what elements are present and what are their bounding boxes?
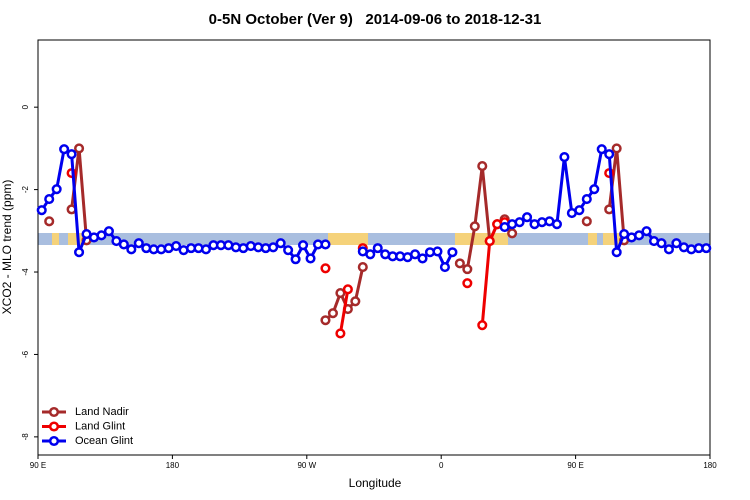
data-point [335,328,346,339]
legend-label: Ocean Glint [75,435,133,447]
data-point [432,246,443,257]
land-band [455,233,508,245]
data-point [447,247,458,258]
x-tick-label: 180 [703,461,717,470]
data-point [551,219,562,230]
data-point [44,194,55,205]
x-tick-label: 180 [166,461,180,470]
x-tick-label: 90 E [567,461,583,470]
data-point [320,263,331,274]
x-tick-label: 0 [439,461,444,470]
y-tick-label: -4 [21,268,30,276]
data-point [103,226,114,237]
data-point [44,216,55,227]
data-point [200,244,212,255]
legend: Land Nadir Land Glint Ocean Glint [42,406,133,447]
data-point [454,258,465,269]
data-point [507,228,518,239]
x-tick-label: 90 W [297,461,316,470]
data-point [133,238,144,249]
data-point [283,245,294,256]
data-point [484,236,495,247]
data-point [74,143,85,154]
data-point [268,242,279,253]
data-point [439,262,450,273]
data-point [701,243,712,254]
data-point [305,253,316,264]
data-point [126,244,137,255]
data-point [611,143,622,154]
data-point [581,216,592,227]
data-point [320,239,331,250]
data-point [118,239,129,250]
land-band [52,233,59,245]
data-point [350,296,361,307]
data-point [320,315,331,326]
x-axis-label: Longitude [349,476,402,490]
data-point [365,249,376,260]
legend-marker [48,406,60,418]
data-point [589,184,600,195]
data-point [469,221,480,232]
data-point [417,253,428,264]
ocean-band [38,233,710,245]
data-point [663,244,674,255]
land-band [603,233,624,245]
data-point [59,144,70,155]
data-point [275,238,286,249]
y-tick-label: 0 [21,104,30,109]
series [36,144,712,273]
y-tick-label: -8 [21,433,30,441]
data-point [462,264,473,275]
data-point [66,149,77,160]
y-tick-label: -6 [21,350,30,358]
data-point [604,149,615,160]
chart-title: 0-5N October (Ver 9) 2014-09-06 to 2018-… [209,11,542,28]
data-point [96,230,107,241]
data-point [51,184,62,195]
data-point [522,212,533,223]
data-point [574,205,585,216]
data-point [74,247,85,258]
data-point [671,238,682,249]
data-point [462,278,473,289]
data-point [298,240,309,251]
data-point [357,262,368,273]
data-point [641,226,652,237]
data-point [290,254,301,265]
legend-marker [48,421,60,432]
data-point [634,230,645,241]
data-point [327,308,338,319]
data-point [36,205,47,216]
legend-marker [48,435,60,447]
data-point [596,144,607,155]
data-point [656,238,667,249]
y-axis-label: XCO2 - MLO trend (ppm) [0,180,14,315]
data-point [559,151,570,163]
data-point [342,284,353,295]
data-point [477,161,488,172]
data-point [514,217,525,228]
land-band [328,233,368,245]
series-line [338,289,350,334]
legend-label: Land Glint [75,420,125,432]
data-point [335,287,346,299]
legend-label: Land Nadir [75,406,129,418]
data-point [410,249,421,260]
data-point [171,241,182,252]
land-band [588,233,597,245]
data-point [372,243,383,254]
x-tick-label: 90 E [30,461,46,470]
data-point [477,320,488,331]
y-tick-label: -2 [21,185,30,193]
data-point [581,194,592,205]
data-point [611,247,622,258]
